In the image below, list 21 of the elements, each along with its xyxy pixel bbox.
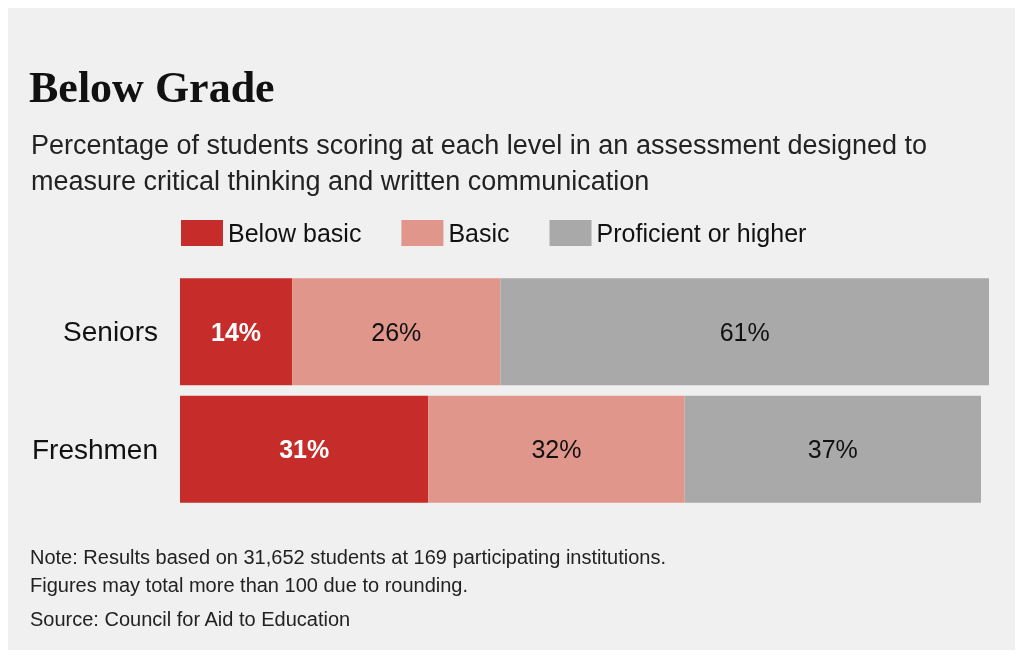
y-tick-label: Seniors <box>63 316 158 348</box>
data-label: 14% <box>211 317 262 346</box>
source-note: Source: Council for Aid to Education <box>30 608 351 630</box>
bar <box>684 395 981 503</box>
y-tick-label: Freshmen <box>31 433 158 465</box>
legend-label: Below basic <box>228 219 362 247</box>
chart-subtitle: Percentage of students scoring at each level in an assessment designed to measure critical thinking and written communication <box>31 130 935 196</box>
data-label: 32% <box>531 435 582 464</box>
chart-title: Below Grade <box>29 62 275 112</box>
legend-label: Basic <box>448 219 510 247</box>
bar <box>428 395 685 503</box>
data-label: 61% <box>719 317 770 346</box>
data-label: 31% <box>279 435 330 464</box>
bar <box>500 278 989 386</box>
bar <box>180 278 293 386</box>
data-label: 26% <box>371 317 422 346</box>
data-label: 37% <box>807 435 858 464</box>
bar <box>292 278 501 386</box>
legend-label: Proficient or higher <box>596 219 807 247</box>
text: Note: Results based on 31,652 students at 169 participating institutions. Figures may total more than 100 due to rounding. <box>30 546 666 596</box>
bar <box>180 395 429 503</box>
